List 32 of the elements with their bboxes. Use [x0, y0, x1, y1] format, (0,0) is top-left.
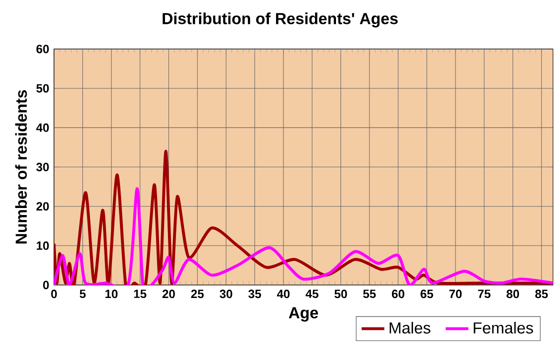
line-series	[54, 187, 553, 285]
x-tick-label: 20	[162, 290, 175, 298]
y-tick-label: 10	[36, 241, 49, 250]
y-tick-label: 20	[36, 202, 49, 211]
y-tick-label: 60	[36, 44, 49, 54]
x-tick-label: 15	[134, 290, 146, 298]
x-tick-label: 75	[478, 290, 490, 298]
chart-title: Distribution of Residents' Ages	[162, 12, 398, 28]
x-tick-label: 45	[306, 290, 318, 298]
x-tick-label: 35	[248, 290, 262, 298]
x-tick-label: 25	[191, 290, 204, 298]
legend-label: Females	[474, 322, 534, 334]
y-tick-label: 0	[43, 280, 49, 290]
y-tick-label: 40	[36, 123, 49, 132]
y-axis-title: Number of residents	[15, 90, 27, 244]
y-tick-label: 50	[36, 84, 49, 93]
x-tick-label: 60	[392, 290, 404, 298]
x-tick-label: 50	[334, 290, 347, 298]
x-tick-label: 65	[420, 290, 434, 298]
x-tick-label: 80	[506, 290, 520, 298]
x-tick-label: 40	[276, 290, 290, 298]
y-tick-label: 30	[36, 162, 49, 172]
x-tick-label: 5	[80, 290, 86, 298]
x-tick-label: 0	[51, 290, 57, 298]
x-tick-label: 55	[363, 290, 376, 298]
x-tick-label: 70	[449, 290, 462, 298]
legend-label: Males	[390, 322, 430, 334]
x-axis-title: Age	[288, 307, 318, 322]
x-tick-label: 10	[105, 290, 118, 298]
line-series	[54, 150, 553, 285]
x-tick-label: 30	[220, 290, 232, 298]
x-tick-label: 85	[535, 290, 548, 298]
